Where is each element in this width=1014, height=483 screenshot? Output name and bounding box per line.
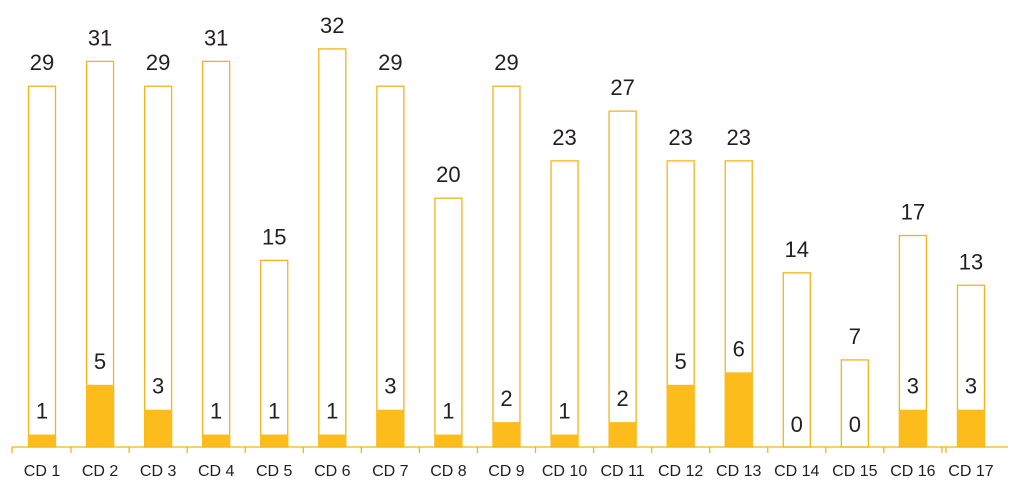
bar-total — [608, 110, 637, 448]
total-value-label: 23 — [668, 125, 692, 150]
sub-value-label: 0 — [791, 412, 803, 437]
total-value-label: 23 — [552, 125, 576, 150]
x-tick-label: CD 14 — [774, 463, 819, 480]
sub-value-label: 3 — [384, 374, 396, 399]
bar-total — [27, 85, 57, 448]
bar-sub — [260, 434, 289, 447]
x-tick-label: CD 12 — [658, 463, 703, 480]
x-axis-ticks — [11, 447, 947, 453]
x-tick-label: CD 11 — [601, 463, 645, 480]
bar-sub — [492, 422, 521, 447]
total-value-label: 14 — [785, 237, 809, 262]
bar-sub — [666, 384, 695, 447]
x-tick-label: CD 6 — [314, 463, 351, 480]
total-value-label: 29 — [146, 50, 170, 75]
x-tick-label: CD 3 — [140, 463, 177, 480]
bar-sub — [550, 434, 579, 447]
bar-sub — [724, 372, 753, 447]
sub-value-label: 1 — [36, 399, 48, 424]
total-value-label: 7 — [849, 324, 861, 349]
bar-total — [85, 60, 115, 448]
bar-total — [782, 272, 811, 448]
total-value-label: 20 — [436, 162, 460, 187]
sub-value-labels: 1 5 3 1 1 1 3 1 2 1 2 5 6 0 0 3 3 — [36, 336, 977, 437]
sub-value-label: 0 — [849, 412, 861, 437]
x-tick-label: CD 10 — [542, 463, 587, 480]
total-value-label: 29 — [30, 50, 54, 75]
total-value-label: 29 — [494, 50, 518, 75]
sub-value-label: 5 — [675, 349, 687, 374]
x-tick-label: CD 17 — [948, 463, 993, 480]
sub-value-label: 1 — [558, 399, 570, 424]
total-value-label: 27 — [610, 75, 634, 100]
x-tick-label: CD 7 — [372, 463, 409, 480]
bar-total — [434, 197, 463, 448]
total-value-label: 23 — [726, 125, 750, 150]
x-axis-tick-labels: CD 1 CD 2 CD 3 CD 4 CD 5 CD 6 CD 7 CD 8 CD 9 CD 1… — [24, 463, 994, 480]
x-tick-label: CD 1 — [24, 463, 61, 480]
bar-sub — [318, 434, 347, 447]
sub-value-label: 1 — [326, 399, 338, 424]
bar-sub — [376, 409, 405, 447]
x-tick-label: CD 8 — [430, 463, 467, 480]
total-value-label: 32 — [320, 13, 344, 38]
bar-total — [202, 60, 231, 448]
x-tick-label: CD 16 — [890, 463, 935, 480]
bar-sub — [434, 434, 463, 447]
bar-sub — [608, 422, 637, 447]
bar-sub — [144, 409, 173, 447]
total-value-label: 17 — [901, 200, 925, 225]
x-tick-label: CD 9 — [488, 463, 525, 480]
sub-value-label: 6 — [733, 336, 745, 361]
x-tick-label: CD 4 — [198, 463, 235, 480]
sub-value-label: 3 — [907, 374, 919, 399]
sub-bars — [28, 372, 985, 447]
total-value-label: 31 — [88, 25, 112, 50]
x-tick-label: CD 15 — [832, 463, 877, 480]
total-value-label: 13 — [959, 249, 983, 274]
bar-sub — [956, 409, 985, 447]
sub-value-label: 2 — [616, 386, 628, 411]
sub-value-label: 3 — [965, 374, 977, 399]
total-value-label: 31 — [204, 25, 228, 50]
bar-sub — [898, 409, 927, 447]
total-value-labels: 29 31 29 31 15 32 29 20 29 23 27 23 23 14 7 17 13 — [30, 13, 983, 349]
bar-total — [318, 48, 347, 448]
sub-value-label: 1 — [442, 399, 454, 424]
sub-value-label: 1 — [210, 399, 222, 424]
sub-value-label: 2 — [500, 386, 512, 411]
sub-value-label: 3 — [152, 374, 164, 399]
x-tick-label: CD 5 — [256, 463, 293, 480]
bar-sub — [28, 434, 56, 447]
x-tick-label: CD 2 — [82, 463, 119, 480]
sub-value-label: 1 — [268, 399, 280, 424]
bar-sub — [86, 384, 115, 447]
bar-total — [550, 160, 579, 448]
total-value-label: 29 — [378, 50, 402, 75]
total-value-label: 15 — [262, 224, 286, 249]
x-tick-label: CD 13 — [716, 463, 761, 480]
sub-value-label: 5 — [94, 349, 106, 374]
bar-sub — [202, 434, 231, 447]
